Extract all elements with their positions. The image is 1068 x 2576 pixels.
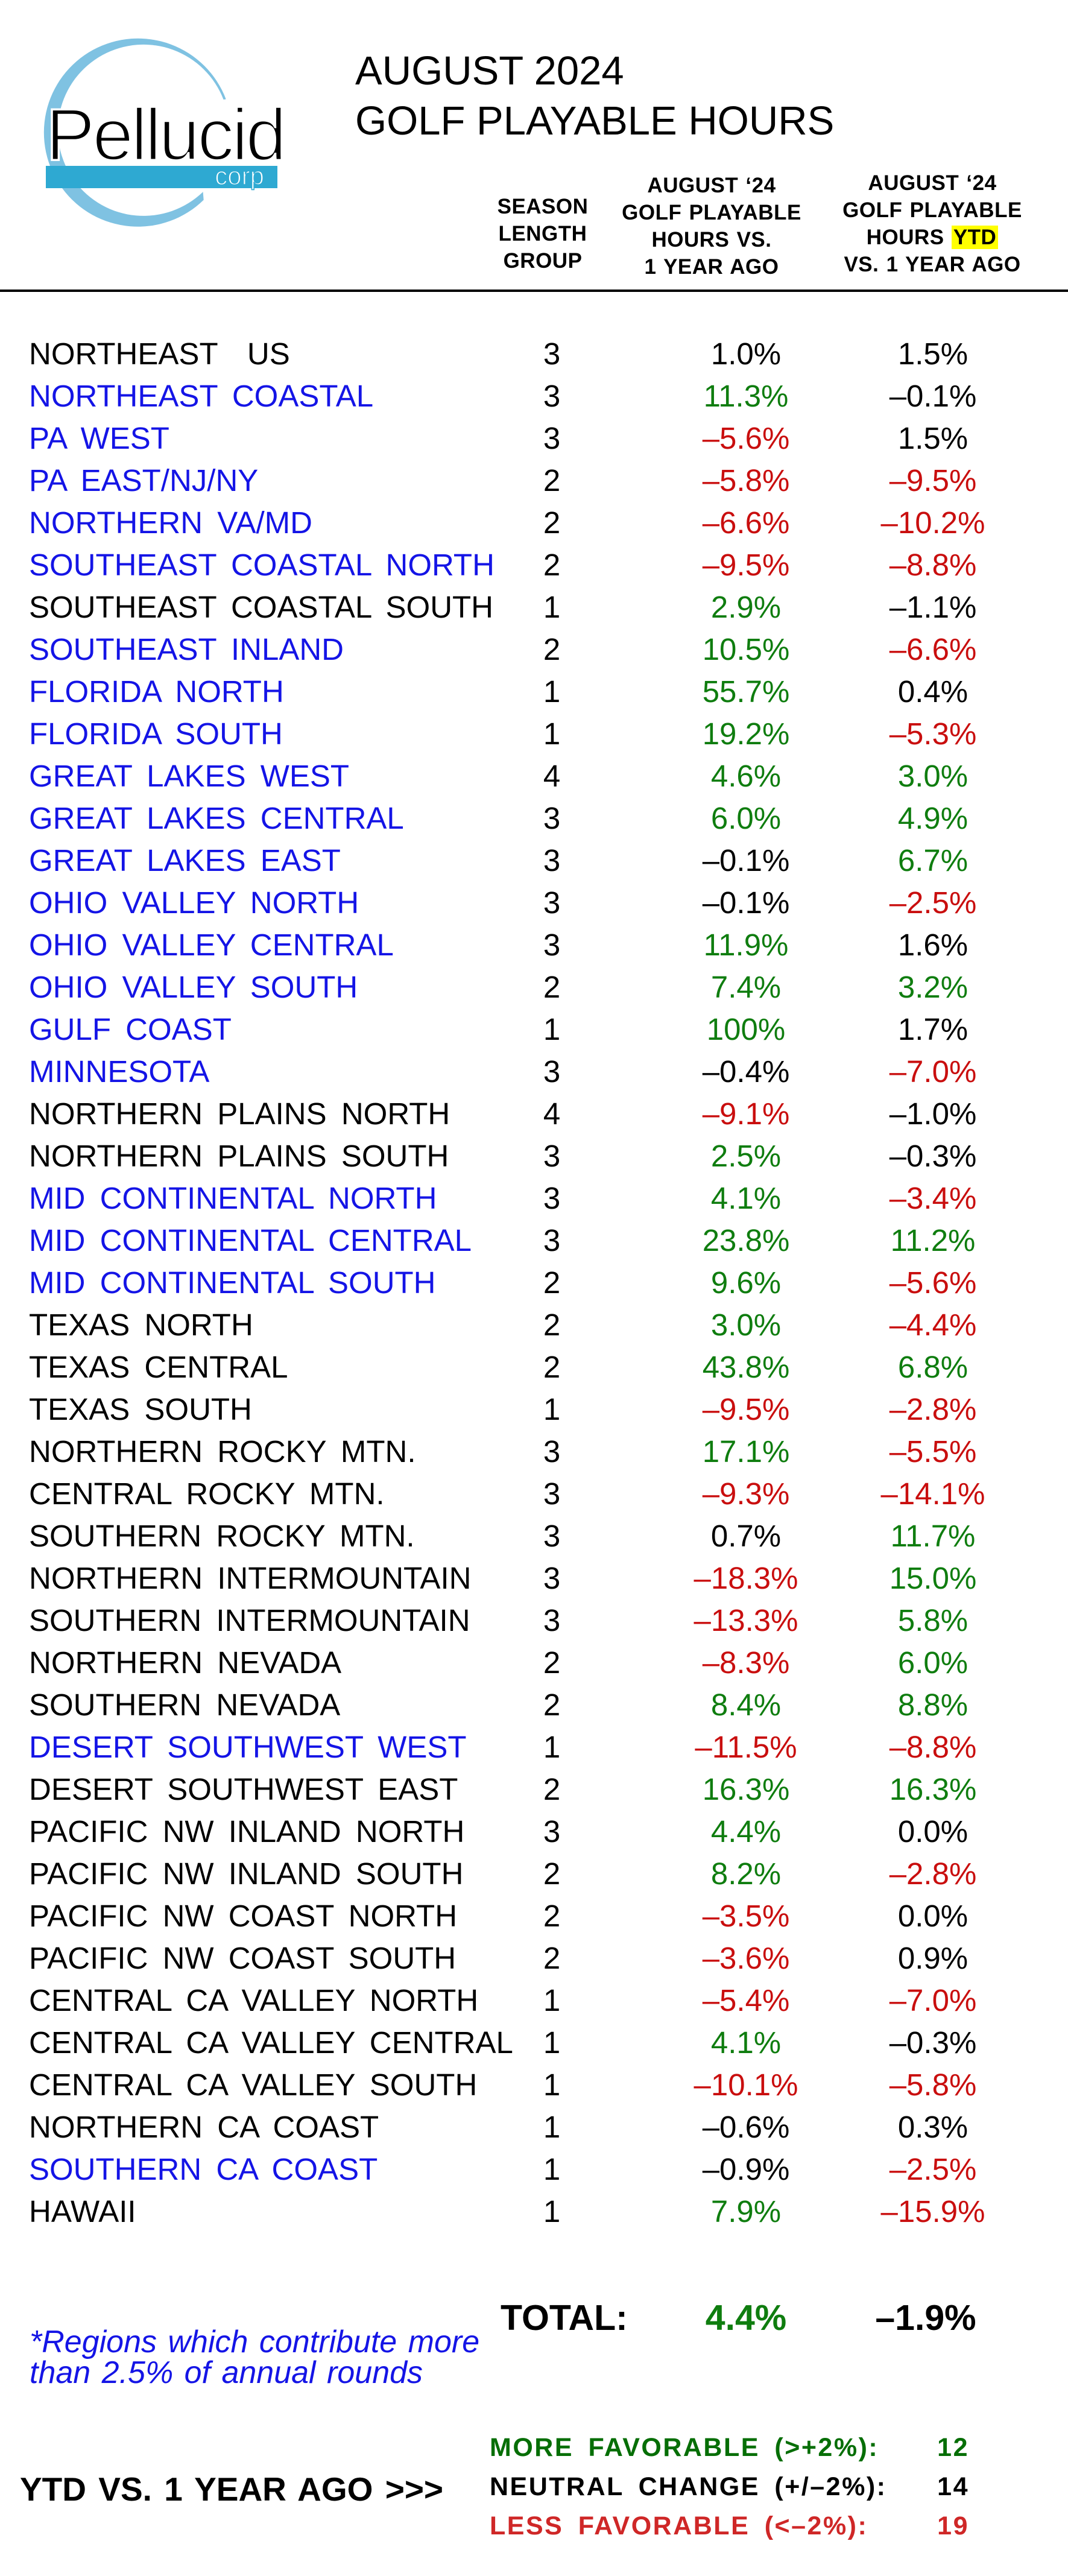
svg-text:corp: corp xyxy=(215,162,264,190)
svg-text:Pellucid: Pellucid xyxy=(46,93,284,176)
